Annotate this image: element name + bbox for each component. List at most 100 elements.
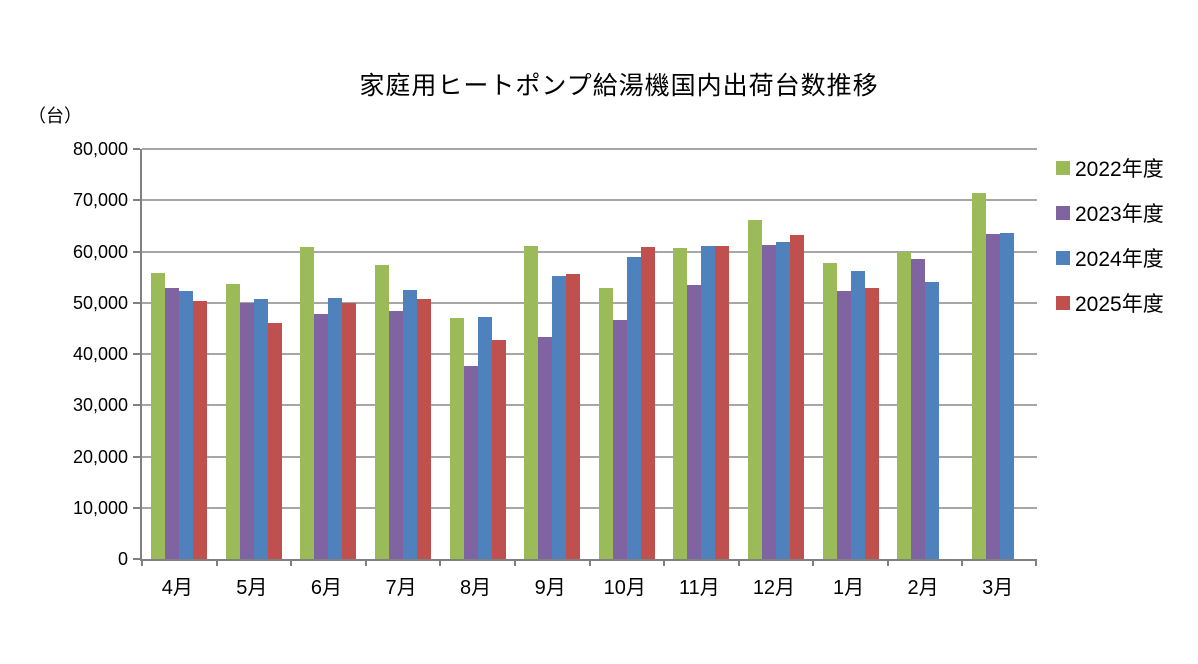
x-axis-tick (812, 559, 815, 566)
x-tick-label-4月: 4月 (161, 577, 193, 599)
bar-2024年度-10月 (626, 257, 641, 559)
bar-2022年度-11月 (673, 247, 688, 559)
gridline-50,000 (142, 301, 1037, 304)
bar-2022年度-10月 (598, 288, 613, 559)
x-tick-label-1月: 1月 (832, 577, 865, 599)
bar-2025年度-4月 (193, 300, 208, 559)
bar-group-3月 (962, 149, 1037, 559)
x-axis-tick (663, 559, 666, 566)
y-axis-tick (133, 148, 140, 150)
bar-2024年度-5月 (253, 299, 268, 559)
bar-2022年度-8月 (449, 318, 464, 559)
bar-2022年度-9月 (524, 246, 539, 559)
x-tick-label-10月: 10月 (603, 577, 646, 599)
gridline-30,000 (142, 404, 1037, 407)
x-axis-tick (513, 559, 516, 566)
x-tick-label-8月: 8月 (460, 577, 492, 599)
bar-2025年度-11月 (715, 245, 730, 559)
x-axis-tick (364, 559, 367, 566)
x-axis-tick (290, 559, 293, 566)
bar-2023年度-9月 (538, 336, 553, 559)
bar-group-7月 (366, 149, 441, 559)
bar-2023年度-8月 (463, 366, 478, 559)
bar-2023年度-1月 (836, 290, 851, 559)
chart-title: 家庭用ヒートポンプ給湯機国内出荷台数推移 (359, 72, 879, 100)
y-axis-tick (133, 301, 140, 304)
bar-2024年度-2月 (925, 282, 940, 559)
bar-2022年度-4月 (151, 272, 166, 559)
legend-swatch-2025年度 (1056, 295, 1070, 310)
bar-2023年度-7月 (389, 310, 404, 559)
bar-2024年度-9月 (552, 276, 567, 559)
bar-2025年度-8月 (491, 340, 506, 559)
x-axis-tick (886, 559, 889, 566)
y-axis-tick (133, 353, 140, 355)
x-axis-tick (1035, 559, 1037, 566)
x-axis-tick (961, 559, 964, 566)
bar-2023年度-5月 (239, 302, 254, 559)
bar-group-10月 (590, 149, 665, 559)
bar-2024年度-12月 (775, 241, 790, 559)
x-axis-tick (737, 559, 740, 566)
x-axis-tick (588, 559, 591, 566)
legend-label-2023年度: 2023年度 (1075, 202, 1164, 226)
y-axis-tick (133, 250, 140, 253)
y-tick-label-50,000: 50,000 (72, 292, 128, 313)
gridline-40,000 (142, 353, 1037, 355)
bar-group-6月 (291, 149, 366, 559)
bar-2023年度-4月 (165, 287, 180, 559)
y-tick-label-30,000: 30,000 (72, 395, 128, 416)
x-axis-tick (141, 559, 143, 566)
x-tick-label-5月: 5月 (236, 577, 268, 599)
bar-2022年度-1月 (822, 262, 837, 559)
y-tick-label-60,000: 60,000 (72, 241, 128, 262)
legend-swatch-2022年度 (1056, 160, 1070, 175)
legend-label-2025年度: 2025年度 (1075, 292, 1164, 316)
legend-item-2022年度: 2022年度 (1056, 156, 1164, 181)
bar-group-5月 (217, 149, 292, 559)
y-axis-tick (133, 455, 140, 458)
gridline-20,000 (142, 455, 1037, 458)
bar-2025年度-6月 (342, 302, 357, 559)
gridline-80,000 (142, 148, 1037, 150)
bar-group-9月 (515, 149, 590, 559)
bar-2025年度-5月 (267, 323, 282, 559)
x-tick-label-11月: 11月 (678, 577, 720, 599)
bar-2025年度-12月 (789, 234, 804, 559)
bar-2025年度-9月 (566, 273, 581, 559)
bar-2024年度-1月 (850, 270, 865, 559)
bar-2025年度-7月 (417, 298, 432, 559)
legend-swatch-2024年度 (1056, 250, 1070, 265)
bar-2023年度-2月 (911, 259, 926, 559)
x-axis-tick (215, 559, 218, 566)
legend-item-2025年度: 2025年度 (1056, 291, 1164, 316)
y-tick-label-10,000: 10,000 (72, 497, 128, 518)
x-tick-label-2月: 2月 (907, 577, 939, 599)
legend: 2022年度 2023年度 2024年度 2025年度 (1056, 156, 1164, 336)
legend-label-2022年度: 2022年度 (1075, 157, 1164, 181)
bar-group-8月 (440, 149, 515, 559)
bar-2024年度-11月 (701, 245, 716, 559)
bar-group-4月 (142, 149, 217, 559)
bar-2023年度-11月 (687, 284, 702, 559)
x-tick-label-3月: 3月 (982, 577, 1014, 599)
bar-2024年度-8月 (477, 317, 492, 559)
gridline-10,000 (142, 506, 1037, 509)
bar-2022年度-6月 (300, 246, 315, 559)
y-tick-label-70,000: 70,000 (72, 190, 128, 211)
gridline-70,000 (142, 199, 1037, 202)
y-axis-unit-label: （台） (28, 106, 82, 126)
x-tick-label-12月: 12月 (752, 577, 796, 599)
bar-2024年度-6月 (328, 297, 343, 559)
bar-2025年度-10月 (640, 247, 655, 559)
bar-2024年度-3月 (999, 233, 1014, 559)
gridline-60,000 (142, 250, 1037, 253)
legend-item-2024年度: 2024年度 (1056, 246, 1164, 271)
bar-2022年度-3月 (971, 193, 986, 559)
bar-group-2月 (888, 149, 963, 559)
bar-2025年度-1月 (864, 288, 879, 559)
bar-2024年度-7月 (403, 290, 418, 559)
plot-area (133, 148, 1037, 566)
bar-2023年度-6月 (314, 314, 329, 559)
legend-item-2023年度: 2023年度 (1056, 201, 1164, 226)
